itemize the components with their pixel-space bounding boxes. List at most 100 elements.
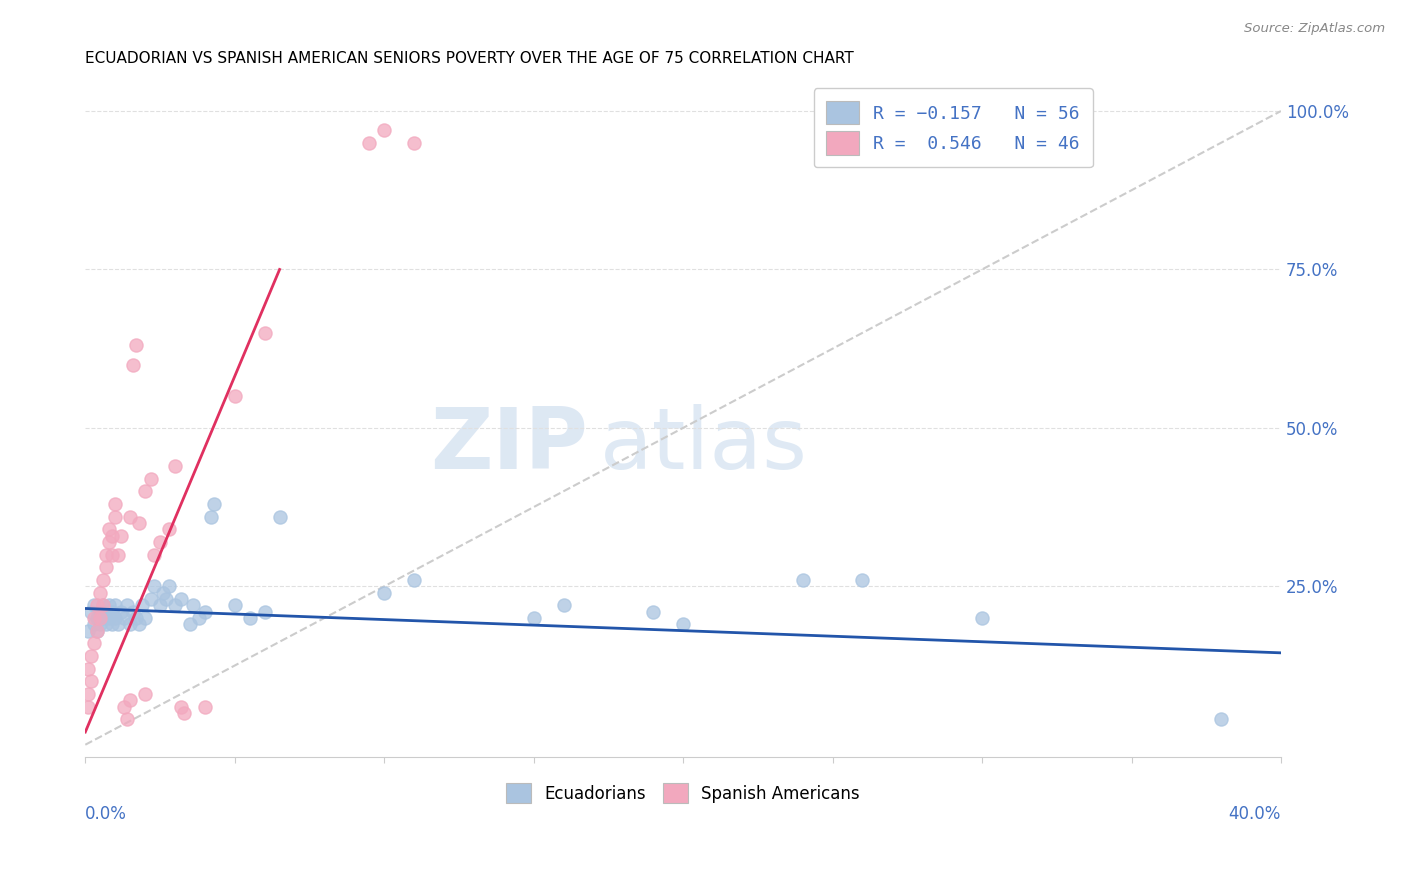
- Point: [89, 611, 111, 625]
- Point: [77, 624, 100, 638]
- Point: [86, 599, 108, 613]
- Point: [120, 693, 142, 707]
- Legend: Ecuadorians, Spanish Americans: Ecuadorians, Spanish Americans: [499, 776, 866, 810]
- Text: ZIP: ZIP: [430, 404, 588, 487]
- Point: [200, 509, 222, 524]
- Point: [104, 599, 127, 613]
- Point: [96, 605, 118, 619]
- Point: [112, 611, 135, 625]
- Point: [91, 573, 114, 587]
- Point: [139, 472, 162, 486]
- Text: Source: ZipAtlas.com: Source: ZipAtlas.com: [1244, 22, 1385, 36]
- Point: [91, 599, 114, 613]
- Point: [179, 617, 201, 632]
- Point: [107, 548, 129, 562]
- Point: [152, 585, 174, 599]
- Point: [170, 591, 193, 606]
- Point: [96, 617, 118, 632]
- Point: [373, 585, 395, 599]
- Point: [86, 611, 108, 625]
- Text: 40.0%: 40.0%: [1229, 805, 1281, 822]
- Point: [125, 338, 148, 352]
- Point: [187, 611, 209, 625]
- Point: [239, 611, 262, 625]
- Point: [163, 458, 186, 473]
- Point: [120, 509, 142, 524]
- Point: [89, 585, 111, 599]
- Point: [86, 624, 108, 638]
- Point: [101, 528, 124, 542]
- Point: [134, 611, 156, 625]
- Point: [77, 662, 100, 676]
- Point: [359, 136, 381, 150]
- Point: [404, 136, 426, 150]
- Point: [163, 599, 186, 613]
- Point: [98, 535, 121, 549]
- Point: [80, 674, 103, 689]
- Point: [89, 617, 111, 632]
- Point: [170, 699, 193, 714]
- Text: ECUADORIAN VS SPANISH AMERICAN SENIORS POVERTY OVER THE AGE OF 75 CORRELATION CH: ECUADORIAN VS SPANISH AMERICAN SENIORS P…: [86, 51, 853, 66]
- Point: [792, 573, 814, 587]
- Point: [253, 605, 276, 619]
- Point: [101, 605, 124, 619]
- Point: [101, 617, 124, 632]
- Point: [373, 123, 395, 137]
- Point: [125, 611, 148, 625]
- Point: [131, 599, 153, 613]
- Point: [181, 599, 204, 613]
- Point: [553, 599, 575, 613]
- Point: [970, 611, 993, 625]
- Point: [128, 516, 150, 530]
- Point: [77, 687, 100, 701]
- Point: [96, 548, 118, 562]
- Point: [83, 636, 105, 650]
- Point: [149, 599, 172, 613]
- Point: [157, 579, 180, 593]
- Point: [643, 605, 665, 619]
- Point: [851, 573, 873, 587]
- Point: [155, 591, 177, 606]
- Point: [404, 573, 426, 587]
- Point: [91, 599, 114, 613]
- Point: [224, 389, 246, 403]
- Point: [173, 706, 195, 720]
- Point: [98, 611, 121, 625]
- Point: [139, 591, 162, 606]
- Point: [96, 560, 118, 574]
- Point: [194, 605, 217, 619]
- Point: [104, 497, 127, 511]
- Point: [110, 528, 132, 542]
- Point: [104, 509, 127, 524]
- Point: [112, 699, 135, 714]
- Point: [194, 699, 217, 714]
- Point: [143, 548, 166, 562]
- Point: [115, 712, 138, 726]
- Point: [202, 497, 225, 511]
- Text: 0.0%: 0.0%: [86, 805, 127, 822]
- Point: [157, 522, 180, 536]
- Point: [122, 605, 145, 619]
- Point: [269, 509, 291, 524]
- Point: [149, 535, 172, 549]
- Point: [77, 699, 100, 714]
- Point: [83, 617, 105, 632]
- Point: [143, 579, 166, 593]
- Text: atlas: atlas: [599, 404, 807, 487]
- Point: [107, 617, 129, 632]
- Point: [98, 522, 121, 536]
- Point: [253, 326, 276, 340]
- Point: [80, 605, 103, 619]
- Point: [128, 617, 150, 632]
- Point: [523, 611, 546, 625]
- Point: [83, 611, 105, 625]
- Point: [110, 605, 132, 619]
- Point: [101, 548, 124, 562]
- Point: [80, 648, 103, 663]
- Point: [134, 687, 156, 701]
- Point: [104, 611, 127, 625]
- Point: [122, 358, 145, 372]
- Point: [91, 611, 114, 625]
- Point: [1211, 712, 1233, 726]
- Point: [98, 599, 121, 613]
